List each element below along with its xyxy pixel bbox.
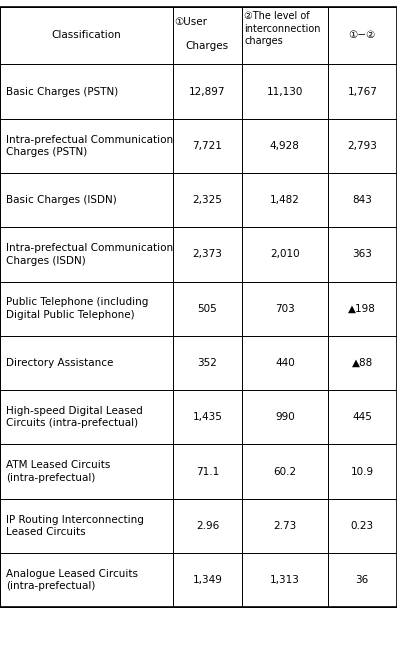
Text: 7,721: 7,721 [193,141,222,151]
Text: 1,313: 1,313 [270,575,300,585]
Bar [328,228,397,282]
Bar [0,119,173,173]
Text: ▲198: ▲198 [348,303,376,314]
Text: 36: 36 [356,575,369,585]
Bar [242,228,328,282]
Bar [242,445,328,499]
Bar [173,282,242,336]
Bar [0,498,173,553]
Text: 2,325: 2,325 [193,195,222,205]
Bar [0,7,173,64]
Text: Directory Assistance: Directory Assistance [6,358,113,368]
Text: 843: 843 [352,195,372,205]
Text: 2,010: 2,010 [270,249,300,260]
Bar [328,498,397,553]
Text: 703: 703 [275,303,295,314]
Text: 1,482: 1,482 [270,195,300,205]
Text: IP Routing Interconnecting
Leased Circuits: IP Routing Interconnecting Leased Circui… [6,515,144,537]
Text: 71.1: 71.1 [196,466,219,477]
Text: 11,130: 11,130 [267,86,303,97]
Text: 60.2: 60.2 [273,466,297,477]
Bar [242,282,328,336]
Text: 352: 352 [197,358,218,368]
Text: 990: 990 [275,412,295,422]
Bar [242,119,328,173]
Bar [242,553,328,608]
Bar [328,390,397,445]
Bar [173,7,242,64]
Bar [0,228,173,282]
Bar [328,553,397,608]
Text: Charges: Charges [186,41,229,51]
Bar [242,390,328,445]
Bar [173,65,242,119]
Bar [0,336,173,390]
Bar [328,119,397,173]
Text: ②The level of
interconnection
charges: ②The level of interconnection charges [244,11,321,46]
Bar [173,228,242,282]
Text: Classification: Classification [52,31,121,41]
Text: 2.73: 2.73 [273,521,297,531]
Text: 2,793: 2,793 [347,141,377,151]
Bar [0,553,173,608]
Text: 10.9: 10.9 [351,466,374,477]
Text: Intra-prefectual Communication
Charges (PSTN): Intra-prefectual Communication Charges (… [6,135,173,157]
Text: 4,928: 4,928 [270,141,300,151]
Text: 445: 445 [352,412,372,422]
Bar [328,282,397,336]
Bar [328,336,397,390]
Bar [328,445,397,499]
Bar [173,336,242,390]
Bar [242,498,328,553]
Text: Analogue Leased Circuits
(intra-prefectual): Analogue Leased Circuits (intra-prefectu… [6,569,138,591]
Text: ▲88: ▲88 [352,358,373,368]
Bar [173,498,242,553]
Text: Intra-prefectual Communication
Charges (ISDN): Intra-prefectual Communication Charges (… [6,243,173,266]
Bar [328,173,397,228]
Text: 440: 440 [275,358,295,368]
Text: High-speed Digital Leased
Circuits (intra-prefectual): High-speed Digital Leased Circuits (intr… [6,406,143,428]
Bar [328,7,397,64]
Text: ①−②: ①−② [349,31,376,41]
Text: 0.23: 0.23 [351,521,374,531]
Bar [0,282,173,336]
Bar [173,119,242,173]
Text: 1,349: 1,349 [193,575,222,585]
Bar [242,173,328,228]
Bar [173,390,242,445]
Bar [242,7,328,64]
Bar [242,336,328,390]
Bar [0,445,173,499]
Text: 505: 505 [198,303,217,314]
Text: ①User: ①User [175,17,208,27]
Text: Basic Charges (PSTN): Basic Charges (PSTN) [6,86,118,97]
Text: 2,373: 2,373 [193,249,222,260]
Text: 1,767: 1,767 [347,86,377,97]
Bar [0,390,173,445]
Text: 1,435: 1,435 [193,412,222,422]
Text: 12,897: 12,897 [189,86,225,97]
Bar [0,173,173,228]
Bar [242,65,328,119]
Bar [0,65,173,119]
Bar [173,553,242,608]
Bar [173,445,242,499]
Bar [328,65,397,119]
Text: ATM Leased Circuits
(intra-prefectual): ATM Leased Circuits (intra-prefectual) [6,460,110,483]
Text: Public Telephone (including
Digital Public Telephone): Public Telephone (including Digital Publ… [6,298,148,320]
Bar [173,173,242,228]
Text: 2.96: 2.96 [196,521,219,531]
Text: 363: 363 [352,249,372,260]
Text: Basic Charges (ISDN): Basic Charges (ISDN) [6,195,117,205]
